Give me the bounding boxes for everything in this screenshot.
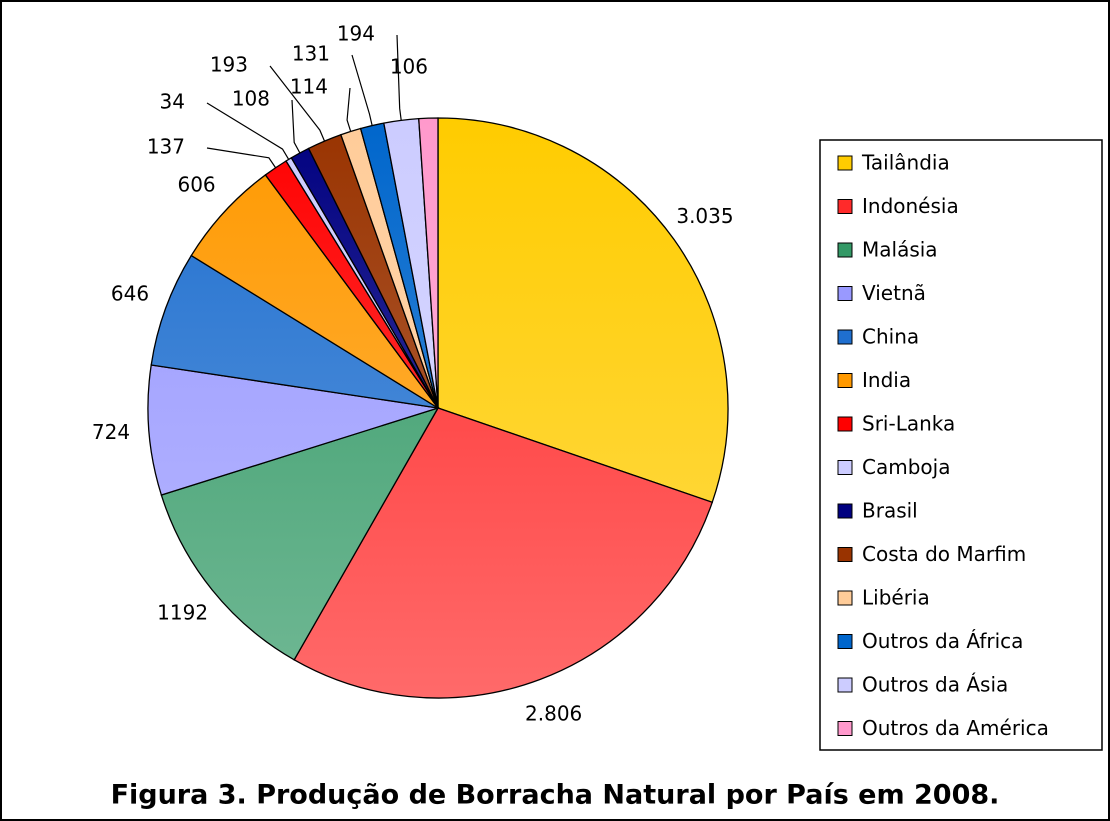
legend-box	[819, 139, 1103, 751]
legend-label: China	[862, 325, 919, 349]
pie-slice	[150, 254, 439, 409]
pie-slice	[160, 406, 440, 661]
legend-swatch	[837, 242, 853, 258]
legend-label: Costa do Marfim	[862, 542, 1026, 566]
leader-line	[351, 54, 373, 126]
legend-swatch	[837, 329, 853, 345]
data-label: 606	[177, 172, 215, 196]
leader-line	[346, 87, 352, 132]
legend-swatch	[837, 634, 853, 649]
data-label: 131	[292, 42, 330, 66]
pie-slice	[418, 117, 439, 409]
data-label: 194	[337, 22, 375, 46]
data-label: 106	[390, 55, 428, 79]
legend-label: Outros da Ásia	[862, 673, 1008, 697]
legend-swatch	[837, 590, 853, 606]
legend-swatch	[837, 547, 853, 562]
pie-slice	[437, 117, 729, 504]
legend-swatch	[837, 416, 853, 432]
leader-line	[269, 65, 326, 142]
legend-label: India	[862, 368, 911, 392]
legend-swatch	[837, 721, 853, 736]
legend-swatch	[837, 286, 853, 301]
data-label: 137	[147, 135, 185, 159]
data-label: 1192	[157, 600, 208, 624]
legend-label: Libéria	[862, 586, 930, 610]
data-label: 193	[210, 53, 248, 77]
leader-line	[206, 102, 290, 160]
leader-line	[396, 34, 402, 121]
legend-label: Malásia	[862, 238, 938, 262]
legend-swatch	[837, 373, 853, 388]
legend-swatch	[837, 460, 853, 475]
legend-label: Tailândia	[861, 151, 950, 175]
legend-label: Camboja	[862, 455, 950, 479]
data-label: 724	[92, 420, 130, 444]
leader-line	[206, 147, 277, 169]
chart-title: Figura 3. Produção de Borracha Natural p…	[111, 780, 1000, 811]
legend-swatch	[837, 199, 853, 214]
legend-label: Outros da América	[862, 716, 1049, 740]
data-label: 2.806	[525, 701, 582, 725]
leader-line	[291, 99, 301, 154]
data-label: 3.035	[676, 204, 733, 228]
legend-swatch	[837, 677, 853, 693]
legend-swatch	[837, 503, 853, 519]
legend-label: Indonésia	[862, 194, 959, 218]
data-label: 114	[290, 75, 328, 99]
pie-slice	[293, 407, 714, 699]
data-label: 646	[111, 282, 149, 306]
legend-label: Outros da África	[862, 629, 1023, 653]
legend-label: Vietnã	[862, 281, 926, 305]
legend-swatch	[837, 155, 853, 171]
data-label: 34	[160, 90, 185, 114]
legend-label: Brasil	[862, 499, 918, 523]
data-label: 108	[232, 87, 270, 111]
legend-label: Sri-Lanka	[862, 412, 955, 436]
